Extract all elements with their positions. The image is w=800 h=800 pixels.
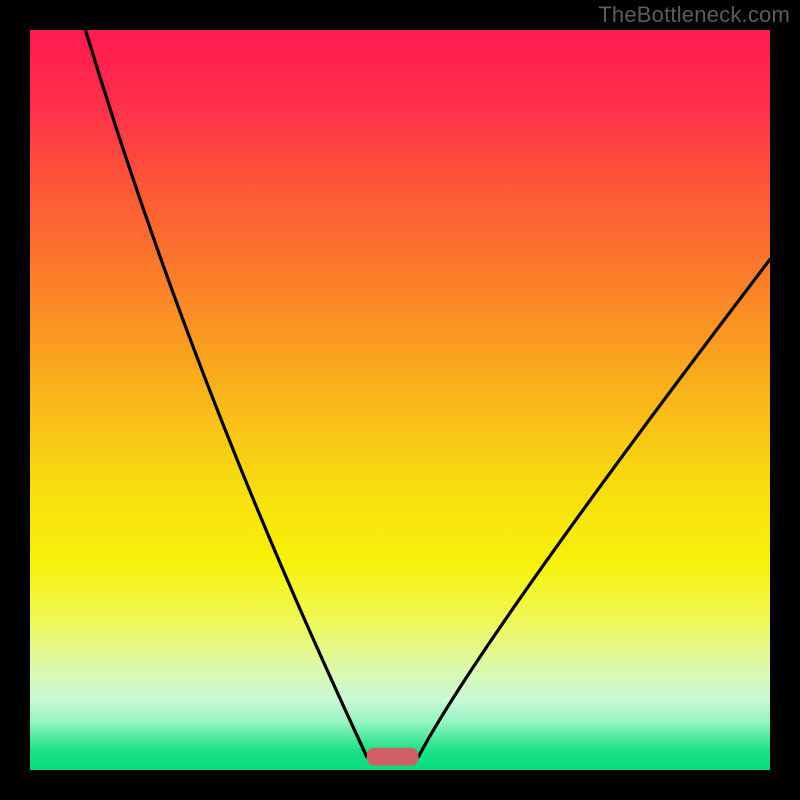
gradient-background xyxy=(30,30,770,770)
bottleneck-marker xyxy=(367,748,419,766)
chart-root: TheBottleneck.com xyxy=(0,0,800,800)
bottleneck-chart-svg xyxy=(30,30,770,770)
plot-area xyxy=(30,30,770,770)
watermark-text: TheBottleneck.com xyxy=(598,2,790,28)
